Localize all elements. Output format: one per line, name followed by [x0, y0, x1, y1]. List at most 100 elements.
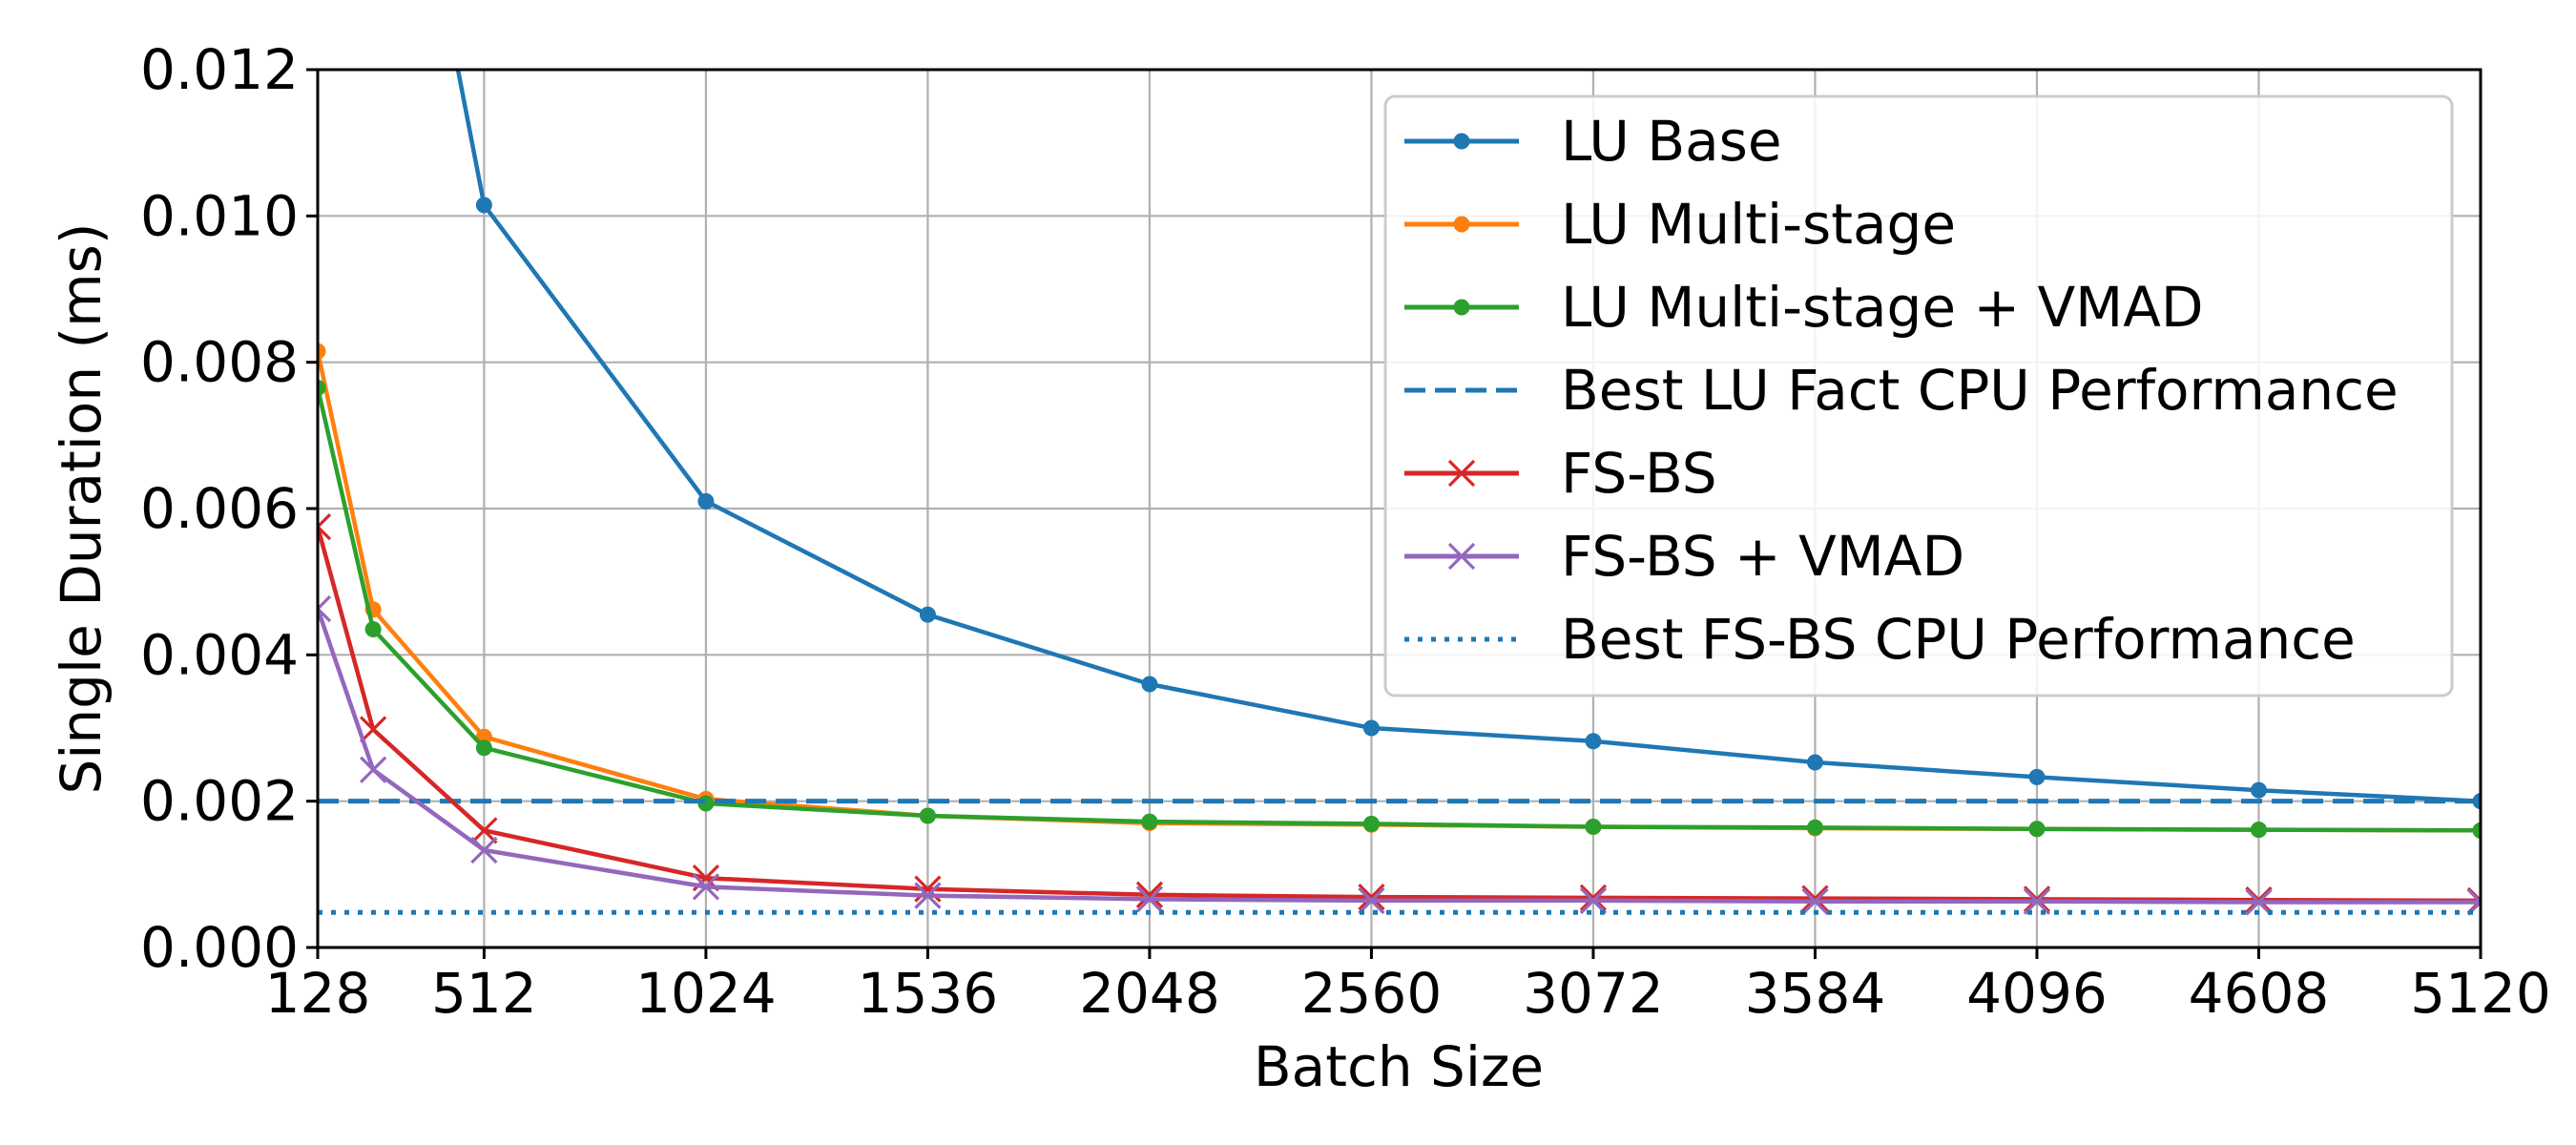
x-marker-stroke	[318, 524, 332, 541]
x-tick-label: 4096	[1966, 961, 2108, 1026]
series-lu-multi-stage-vmad	[318, 380, 2481, 839]
x-marker-stroke	[318, 606, 332, 623]
legend-entry-best-fs-bs-cpu-performance: Best FS-BS CPU Performance	[1404, 607, 2356, 672]
data-point	[914, 882, 942, 909]
y-tick-label: 0.008	[140, 330, 299, 395]
legend-entry-best-lu-fact-cpu-performance: Best LU Fact CPU Performance	[1404, 358, 2399, 423]
legend-marker	[1453, 216, 1470, 233]
x-marker-stroke	[1447, 542, 1476, 571]
data-point	[1579, 884, 1608, 911]
x-tick-label: 128	[265, 961, 371, 1026]
legend-label: LU Base	[1561, 109, 1782, 174]
x-tick-label: 2048	[1079, 961, 1220, 1026]
data-point	[1801, 887, 1829, 915]
series-line	[318, 526, 2481, 904]
y-tick-label: 0.012	[140, 37, 299, 102]
y-tick-label: 0.006	[140, 476, 299, 541]
legend-frame	[1383, 94, 2454, 697]
legend-entry-lu-multi-stage: LU Multi-stage	[1404, 192, 1956, 257]
legend-label: LU Multi-stage	[1561, 192, 1956, 257]
y-axis-ticks: 0.000 0.002 0.004 0.006 0.008 0.010 0.012	[140, 37, 318, 980]
data-point	[364, 621, 382, 637]
x-marker-stroke	[1358, 883, 1385, 911]
x-tick-label: 1024	[635, 961, 777, 1026]
x-tick-label: 3584	[1745, 961, 1886, 1026]
y-tick-label: 0.002	[140, 769, 299, 834]
x-axis-ticks: 128 512 1024 1536 2048 2560 3072 3584 4096 4608 51…	[265, 947, 2551, 1026]
legend-entry-fs-bs: FS-BS	[1404, 441, 1717, 506]
data-point	[2028, 821, 2046, 838]
x-axis-label: Batch Size	[1254, 1034, 1544, 1099]
data-point	[2023, 885, 2051, 913]
data-point	[318, 380, 326, 396]
y-tick-label: 0.010	[140, 183, 299, 248]
x-marker-stroke	[1579, 886, 1608, 915]
series-line	[318, 608, 2481, 905]
data-point	[1801, 885, 1829, 912]
x-marker-stroke	[1801, 885, 1829, 912]
y-axis-label: Single Duration (ms)	[49, 222, 114, 794]
series-lu-base	[455, 70, 2481, 810]
x-marker-stroke	[318, 513, 332, 530]
data-point	[2245, 888, 2273, 916]
x-tick-label: 4608	[2189, 961, 2330, 1026]
data-point	[2250, 781, 2267, 799]
x-marker-stroke	[318, 594, 332, 612]
x-marker-stroke	[1135, 881, 1164, 908]
legend-entry-fs-bs-vmad: FS-BS + VMAD	[1404, 524, 1964, 589]
x-marker-stroke	[914, 882, 942, 909]
series-line	[455, 70, 2481, 803]
x-marker-stroke	[470, 836, 498, 864]
legend-label: FS-BS + VMAD	[1561, 524, 1964, 589]
data-point	[475, 739, 492, 757]
data-point	[692, 873, 720, 901]
x-marker-stroke	[1801, 887, 1829, 915]
x-marker-stroke	[1358, 886, 1385, 915]
data-point	[1806, 819, 1823, 836]
data-point	[919, 606, 936, 623]
x-marker-stroke	[692, 873, 720, 901]
data-point	[919, 807, 936, 824]
data-point	[359, 756, 387, 783]
x-marker-stroke	[2023, 885, 2051, 913]
data-point	[1585, 733, 1602, 750]
data-point	[2472, 822, 2481, 839]
series-group	[318, 70, 2481, 916]
data-point	[2028, 768, 2046, 785]
legend-label: FS-BS	[1561, 441, 1717, 506]
legend-marker	[1453, 133, 1470, 150]
x-marker-stroke	[470, 817, 498, 844]
legend-label: LU Multi-stage + VMAD	[1561, 275, 2204, 340]
x-marker-stroke	[359, 756, 387, 783]
data-point	[697, 492, 715, 510]
data-point	[475, 197, 492, 214]
x-marker-stroke	[2245, 886, 2273, 914]
data-point	[1135, 885, 1164, 913]
data-point	[1579, 886, 1608, 915]
data-point	[359, 716, 387, 743]
data-point	[1358, 883, 1385, 911]
legend-label: Best FS-BS CPU Performance	[1561, 607, 2356, 672]
legend-marker	[1447, 459, 1476, 488]
legend-entry-lu-base: LU Base	[1404, 109, 1782, 174]
legend-label: Best LU Fact CPU Performance	[1561, 358, 2399, 423]
data-point	[1358, 886, 1385, 915]
data-point	[2250, 822, 2267, 839]
x-tick-label: 5120	[2410, 961, 2551, 1026]
data-point	[1141, 813, 1158, 830]
data-point	[470, 836, 498, 864]
data-point	[470, 817, 498, 844]
x-tick-label: 512	[431, 961, 537, 1026]
legend: LU Base LU Multi-stage LU Multi-stage + VM…	[1383, 94, 2454, 697]
data-point	[318, 343, 326, 360]
data-point	[318, 513, 332, 541]
y-tick-label: 0.000	[140, 915, 299, 980]
legend-marker	[1453, 299, 1470, 316]
x-marker-stroke	[2466, 888, 2481, 905]
x-tick-label: 3072	[1523, 961, 1664, 1026]
x-marker-stroke	[1135, 885, 1164, 913]
x-tick-label: 2560	[1301, 961, 1443, 1026]
x-marker-stroke	[359, 716, 387, 743]
data-point	[2023, 887, 2051, 915]
